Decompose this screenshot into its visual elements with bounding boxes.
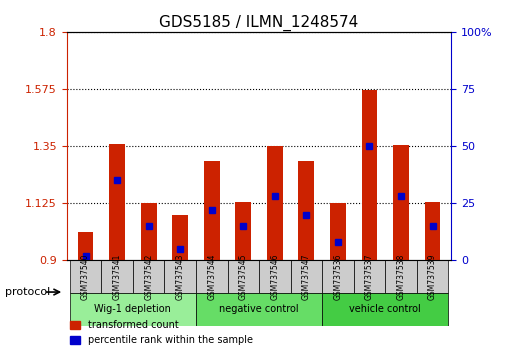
FancyBboxPatch shape [196,261,228,293]
FancyBboxPatch shape [259,261,290,293]
FancyBboxPatch shape [385,261,417,293]
FancyBboxPatch shape [70,261,102,293]
FancyBboxPatch shape [353,261,385,293]
Bar [330,203,346,261]
Bar [299,161,314,261]
FancyBboxPatch shape [196,293,322,326]
Text: GSM737537: GSM737537 [365,253,374,300]
Bar [109,144,125,261]
FancyBboxPatch shape [133,261,165,293]
Text: Wig-1 depletion: Wig-1 depletion [94,304,171,314]
FancyBboxPatch shape [322,293,448,326]
FancyBboxPatch shape [290,261,322,293]
Text: GSM737541: GSM737541 [113,253,122,300]
FancyBboxPatch shape [417,261,448,293]
Text: GSM737539: GSM737539 [428,253,437,300]
Text: GSM737536: GSM737536 [333,253,342,300]
Bar [425,202,440,261]
Text: GSM737543: GSM737543 [176,253,185,300]
Text: GSM737546: GSM737546 [270,253,280,300]
Text: GSM737538: GSM737538 [397,253,405,300]
Text: protocol: protocol [5,287,50,297]
Bar [235,202,251,261]
Bar [362,90,378,261]
FancyBboxPatch shape [228,261,259,293]
Text: negative control: negative control [219,304,299,314]
FancyBboxPatch shape [70,293,196,326]
Bar [393,145,409,261]
FancyBboxPatch shape [102,261,133,293]
Text: vehicle control: vehicle control [349,304,421,314]
Text: GSM737540: GSM737540 [81,253,90,300]
FancyBboxPatch shape [322,261,353,293]
Bar [204,161,220,261]
Text: GSM737545: GSM737545 [239,253,248,300]
Bar [78,233,93,261]
Title: GDS5185 / ILMN_1248574: GDS5185 / ILMN_1248574 [160,14,359,30]
Text: GSM737547: GSM737547 [302,253,311,300]
Bar [141,203,156,261]
Bar [172,215,188,261]
Text: GSM737542: GSM737542 [144,253,153,300]
Legend: transformed count, percentile rank within the sample: transformed count, percentile rank withi… [66,316,256,349]
Text: GSM737544: GSM737544 [207,253,216,300]
FancyBboxPatch shape [165,261,196,293]
Bar [267,146,283,261]
